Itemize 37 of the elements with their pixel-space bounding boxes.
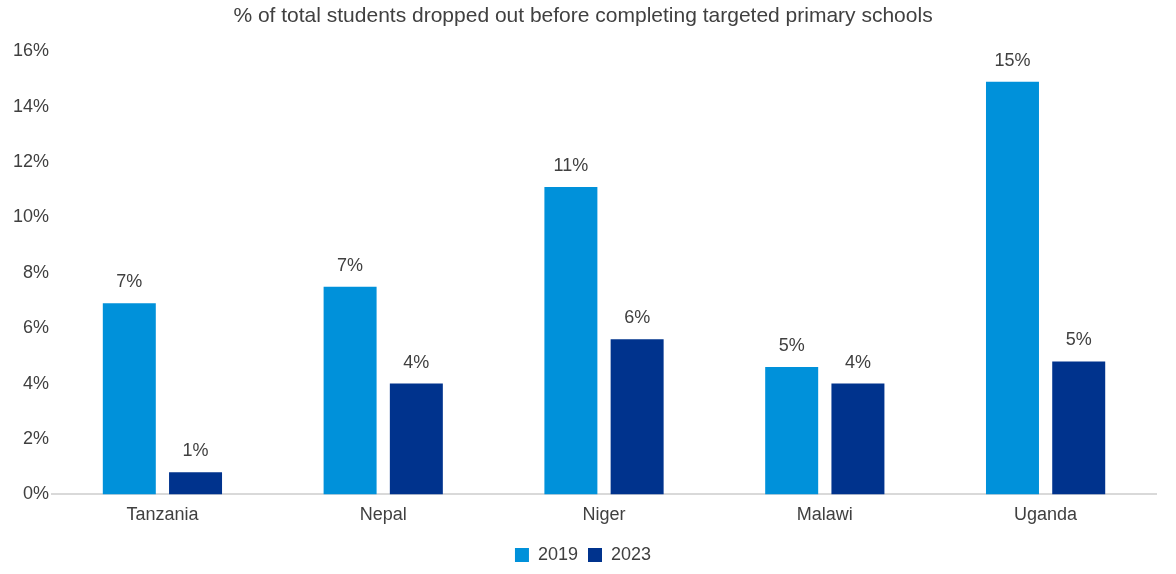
- y-tick-label: 14%: [13, 95, 50, 116]
- data-label: 15%: [994, 49, 1031, 70]
- bar: [169, 472, 223, 495]
- data-label: 1%: [182, 440, 209, 461]
- y-tick-label: 2%: [23, 427, 50, 448]
- x-tick-label: Niger: [582, 504, 626, 525]
- data-label: 5%: [1065, 329, 1092, 350]
- data-label: 4%: [844, 351, 871, 372]
- bar: [1052, 361, 1106, 495]
- y-tick-label: 4%: [23, 372, 50, 393]
- y-tick-label: 10%: [13, 206, 50, 227]
- x-tick-label: Uganda: [1014, 504, 1079, 525]
- data-label: 7%: [337, 254, 364, 275]
- y-tick-label: 0%: [23, 483, 50, 504]
- y-tick-label: 8%: [23, 261, 50, 282]
- data-label: 5%: [778, 334, 805, 355]
- y-tick-label: 6%: [23, 317, 50, 338]
- x-tick-label: Tanzania: [126, 504, 200, 525]
- bar: [765, 366, 819, 495]
- legend-label: 2023: [611, 543, 652, 564]
- y-tick-label: 12%: [13, 150, 50, 171]
- data-label: 7%: [116, 271, 143, 292]
- legend-label: 2019: [537, 543, 578, 564]
- bar: [610, 339, 664, 495]
- data-label: 6%: [624, 307, 651, 328]
- data-label: 11%: [553, 154, 589, 175]
- bar: [831, 383, 885, 495]
- bar: [985, 81, 1039, 495]
- bar: [389, 383, 443, 495]
- bar: [544, 186, 598, 495]
- x-tick-label: Nepal: [359, 504, 407, 525]
- bar: [102, 303, 156, 495]
- bar: [323, 286, 377, 495]
- x-tick-label: Malawi: [796, 504, 853, 525]
- chart-title: % of total students dropped out before completing targeted primary schools: [233, 3, 933, 27]
- data-label: 4%: [403, 351, 430, 372]
- y-tick-label: 16%: [13, 40, 50, 61]
